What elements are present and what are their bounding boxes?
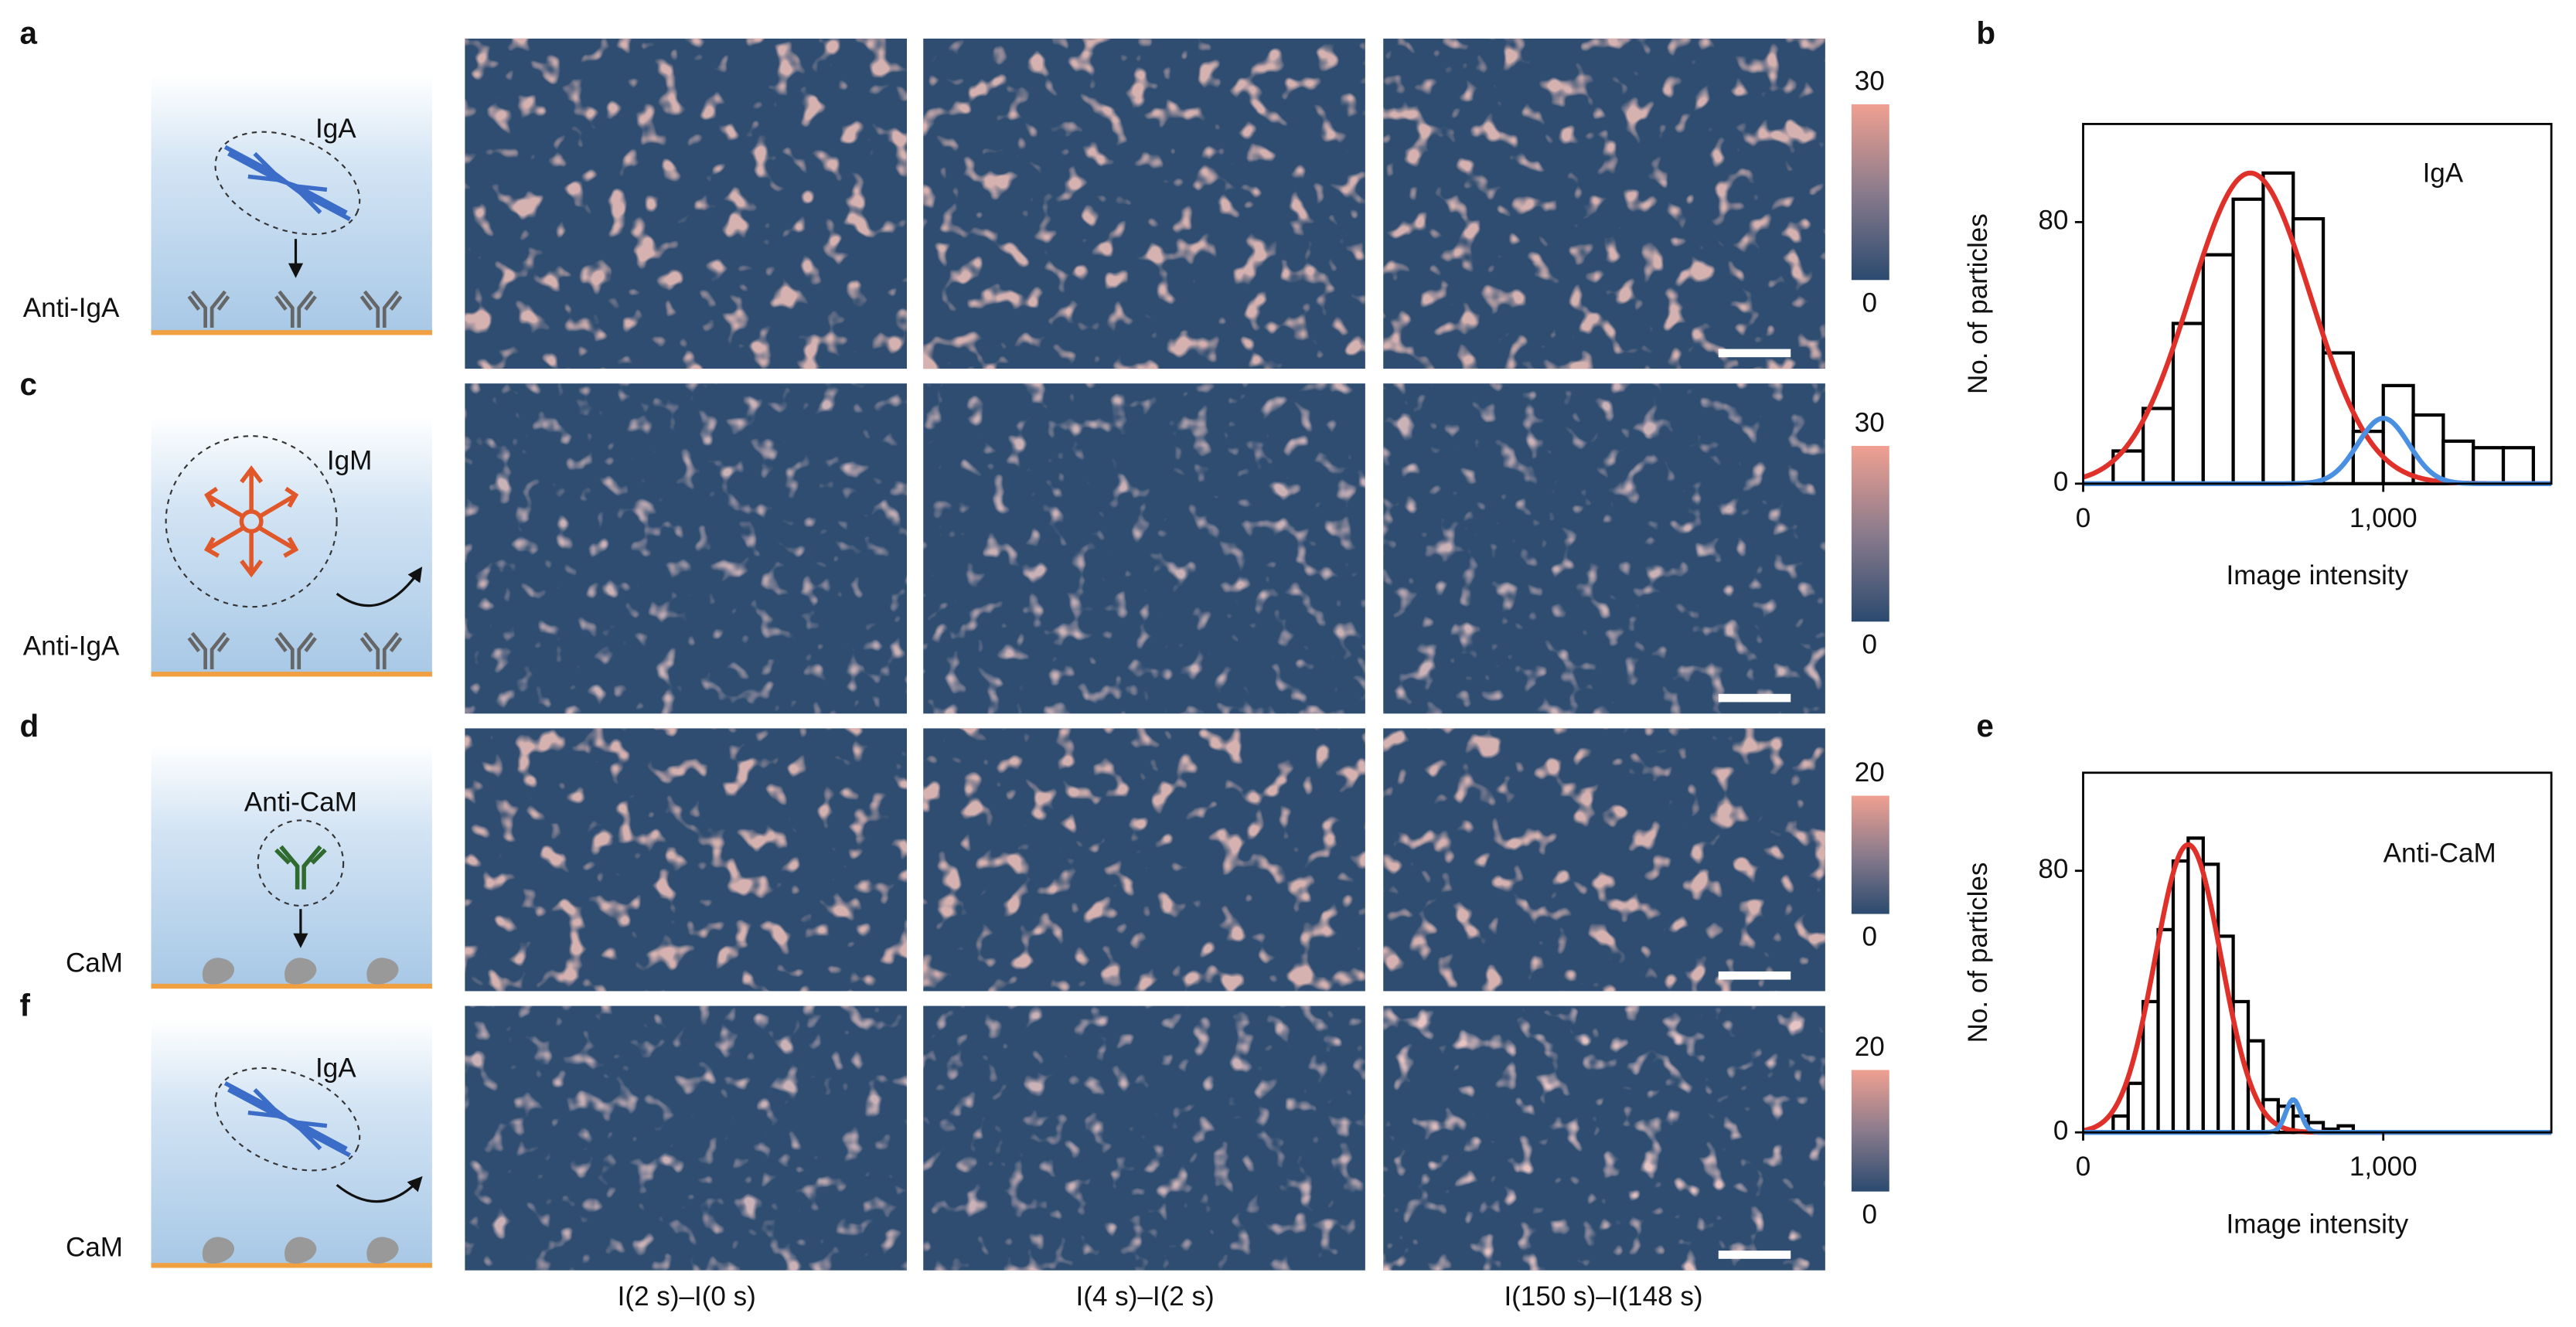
image-speckle (923, 38, 1365, 369)
colorbar (1851, 795, 1889, 914)
bar (2126, 1081, 2145, 1135)
y-axis-title: No. of particles (1963, 213, 1993, 394)
bar (2171, 322, 2205, 485)
bar (2231, 197, 2265, 485)
y-tick-label: 80 (2038, 206, 2068, 236)
bar (2472, 446, 2506, 485)
panel-letter: a (20, 15, 38, 50)
bar (2142, 999, 2160, 1135)
annotation: IgA (2423, 158, 2464, 189)
colorbar-tick-label: 30 (1855, 408, 1885, 438)
colorbar (1851, 104, 1889, 281)
column-label: I(150 s)–I(148 s) (1504, 1281, 1702, 1312)
colorbar-tick-label: 20 (1855, 1032, 1885, 1062)
panel-letter: d (20, 708, 39, 743)
anti-cam-icon (274, 845, 327, 890)
igm-icon (203, 465, 299, 578)
image-speckle (465, 1005, 907, 1271)
surface-label: CaM (66, 948, 123, 978)
panel-letter: f (20, 987, 31, 1022)
schematic: IgA CaM (66, 1019, 432, 1268)
scale-bar (1718, 693, 1791, 703)
image-speckle (465, 38, 907, 369)
medium (151, 744, 432, 987)
schematic: Anti-CaM CaM (66, 744, 432, 989)
x-tick-label: 1,000 (2349, 503, 2418, 533)
x-tick-label: 0 (2076, 503, 2091, 533)
plot-frame (2082, 771, 2553, 1134)
image-speckle (465, 383, 907, 714)
schematic: IgA Anti-IgA (23, 74, 432, 335)
x-tick-label: 1,000 (2349, 1152, 2418, 1182)
bar (2411, 413, 2445, 485)
arrow (336, 567, 423, 607)
image-speckle (1383, 1005, 1825, 1271)
colorbar (1851, 445, 1889, 622)
column-label: I(2 s)–I(0 s) (618, 1281, 756, 1312)
surface-label: Anti-IgA (23, 631, 120, 662)
analyte-label: IgA (315, 1053, 356, 1084)
colorbar-tick-label: 0 (1862, 1199, 1878, 1230)
schematic: IgM Anti-IgA (23, 416, 432, 677)
y-tick-label: 80 (2038, 854, 2068, 884)
scale-bar (1718, 1250, 1791, 1259)
colorbar-tick-label: 0 (1862, 922, 1878, 952)
colorbar-tick-label: 0 (1862, 629, 1878, 659)
image-speckle (923, 1005, 1365, 1271)
plot-frame (2082, 123, 2553, 485)
colorbar (1851, 1070, 1889, 1192)
colorbar-tick-label: 20 (1855, 757, 1885, 788)
dashed-outline (214, 131, 361, 236)
bar (2501, 446, 2535, 485)
image-grid: 0 30 0 30 0 20 0 20 (465, 38, 1889, 1271)
annotation: Anti-CaM (2383, 838, 2496, 868)
arrow (336, 1176, 423, 1203)
bar (2171, 859, 2190, 1135)
x-tick-label: 0 (2076, 1152, 2091, 1182)
bar (2201, 253, 2235, 485)
panel-letter: e (1976, 708, 1993, 743)
y-tick-label: 0 (2053, 467, 2069, 497)
surface-label: CaM (66, 1232, 123, 1262)
image-speckle (1383, 383, 1825, 714)
bar (2156, 927, 2176, 1135)
colorbar-tick-label: 0 (1862, 288, 1878, 318)
colorbar-tick-label: 30 (1855, 66, 1885, 97)
x-axis-title: Image intensity (2226, 1210, 2408, 1240)
bar (2142, 407, 2176, 485)
dashed-outline (214, 1067, 361, 1172)
y-tick-label: 0 (2053, 1115, 2069, 1145)
panel-letter: b (1976, 15, 1995, 50)
column-label: I(4 s)–I(2 s) (1076, 1281, 1215, 1312)
surface-label: Anti-IgA (23, 293, 120, 323)
image-speckle (465, 728, 907, 992)
image-speckle (923, 383, 1365, 714)
analyte-label: IgM (327, 445, 372, 475)
image-speckle (1383, 38, 1825, 369)
dashed-outline (165, 435, 338, 608)
bar (2261, 171, 2295, 485)
y-axis-title: No. of particles (1963, 863, 1993, 1043)
bar (2441, 439, 2475, 485)
dashed-outline (257, 819, 345, 907)
scale-bar (1718, 349, 1791, 358)
medium (151, 74, 432, 335)
x-axis-title: Image intensity (2226, 560, 2408, 590)
analyte-label: IgA (315, 114, 356, 144)
image-speckle (923, 728, 1365, 992)
image-speckle (1383, 728, 1825, 992)
bar (2186, 836, 2205, 1135)
scale-bar (1718, 971, 1791, 980)
medium (151, 1019, 432, 1266)
panel-letter: c (20, 366, 37, 402)
analyte-label: Anti-CaM (244, 787, 357, 817)
